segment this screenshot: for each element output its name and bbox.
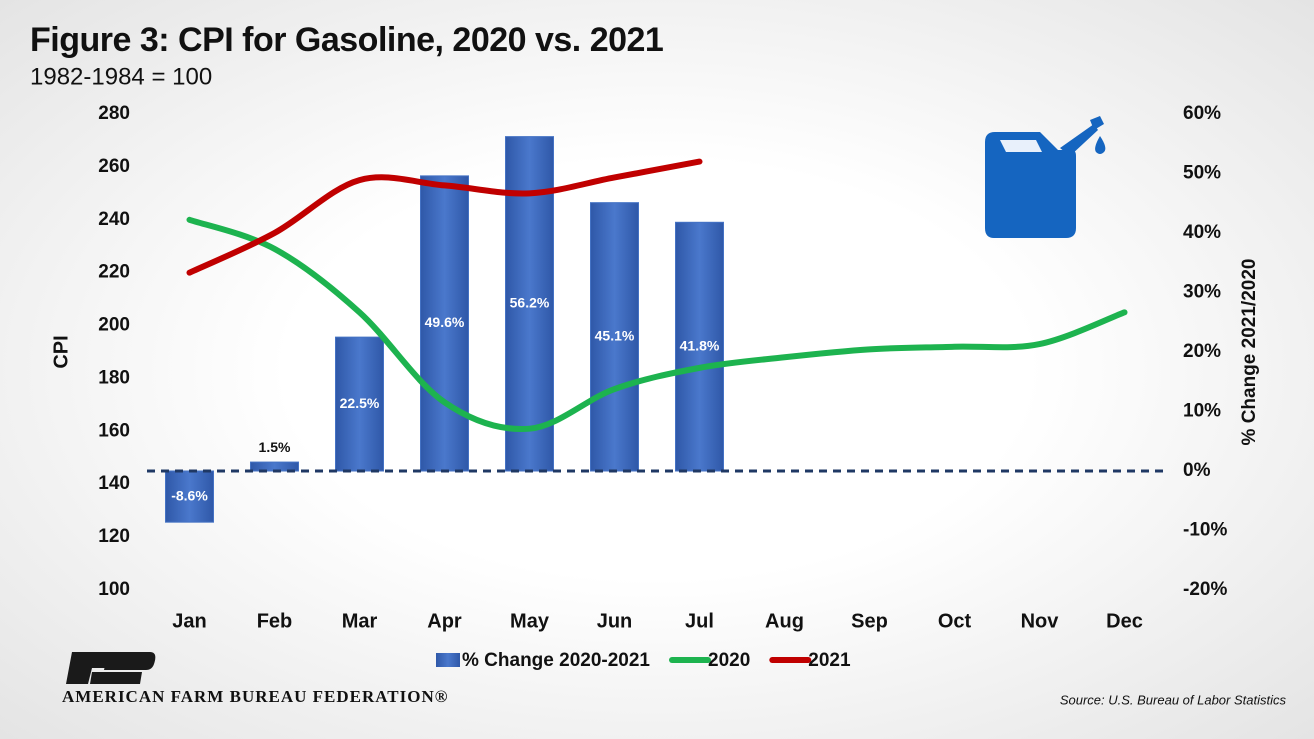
organization-name: AMERICAN FARM BUREAU FEDERATION® — [62, 687, 448, 706]
y2-tick-label: 0% — [1183, 460, 1211, 481]
source-note: Source: U.S. Bureau of Labor Statistics — [1060, 692, 1287, 707]
x-tick-label: Aug — [765, 610, 804, 632]
data-label: 41.8% — [680, 337, 720, 353]
y2-tick-label: 30% — [1183, 282, 1221, 303]
y-tick-label: 260 — [98, 156, 130, 177]
bar — [675, 221, 724, 472]
y-tick-label: 100 — [98, 579, 130, 600]
y-tick-label: 180 — [98, 367, 130, 388]
data-label: -8.6% — [171, 487, 208, 503]
data-label: 56.2% — [510, 295, 550, 311]
y2-tick-label: 20% — [1183, 341, 1221, 362]
x-tick-label: Nov — [1021, 610, 1060, 632]
y2-tick-label: -10% — [1183, 520, 1227, 541]
y2-tick-label: 60% — [1183, 103, 1221, 124]
line-2021 — [186, 158, 703, 276]
y2-tick-label: -20% — [1183, 579, 1227, 600]
legend-label: % Change 2020-2021 — [462, 650, 650, 671]
x-tick-label: Dec — [1106, 610, 1143, 632]
bar — [420, 175, 469, 472]
line-2020 — [186, 216, 1128, 433]
y-axis-label: CPI — [50, 335, 72, 368]
y2-tick-label: 10% — [1183, 401, 1221, 422]
bar — [590, 202, 639, 472]
y-tick-label: 240 — [98, 209, 130, 230]
legend-label: 2020 — [708, 650, 750, 671]
y2-tick-label: 40% — [1183, 222, 1221, 243]
gas-can-icon — [985, 116, 1106, 238]
x-tick-label: Mar — [342, 610, 378, 632]
y-tick-label: 280 — [98, 103, 130, 124]
bar — [165, 470, 214, 523]
x-tick-label: Oct — [938, 610, 972, 632]
x-tick-label: Jan — [172, 610, 206, 632]
chart-subtitle: 1982-1984 = 100 — [30, 63, 212, 90]
logo: AMERICAN FARM BUREAU FEDERATION® — [62, 652, 448, 706]
data-label: 45.1% — [595, 328, 635, 344]
y2-tick-label: 50% — [1183, 163, 1221, 184]
data-label: 49.6% — [425, 314, 465, 330]
x-tick-label: Jun — [597, 610, 633, 632]
y-tick-label: 220 — [98, 262, 130, 283]
x-tick-label: Sep — [851, 610, 888, 632]
y-tick-label: 200 — [98, 315, 130, 336]
y-tick-label: 160 — [98, 420, 130, 441]
data-label: 22.5% — [340, 395, 380, 411]
y-tick-label: 120 — [98, 526, 130, 547]
legend-swatch — [436, 653, 460, 667]
x-tick-label: Jul — [685, 610, 714, 632]
chart-title: Figure 3: CPI for Gasoline, 2020 vs. 202… — [30, 21, 663, 59]
data-label: 1.5% — [259, 439, 291, 455]
x-tick-label: May — [510, 610, 550, 632]
y-tick-label: 140 — [98, 473, 130, 494]
legend-label: 2021 — [808, 650, 851, 671]
x-tick-label: Apr — [427, 610, 462, 632]
y2-axis-label: % Change 2021/2020 — [1239, 259, 1260, 446]
x-tick-label: Feb — [257, 610, 293, 632]
